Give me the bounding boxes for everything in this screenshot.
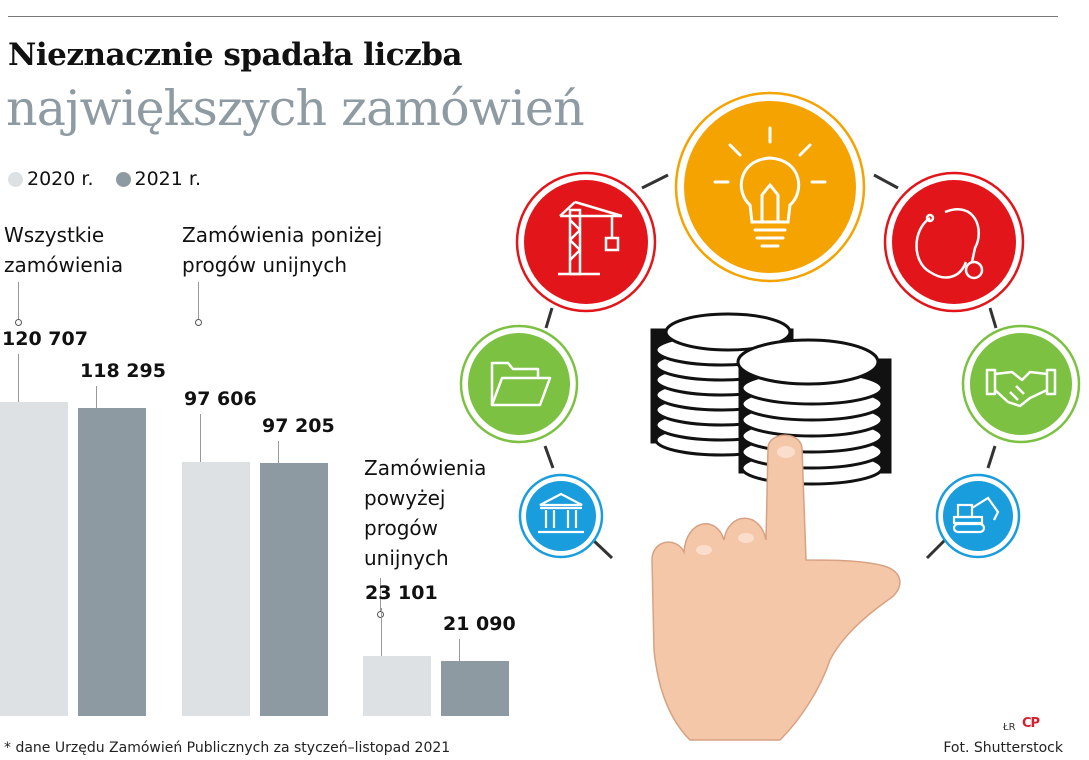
group-label-below-line-2: progów unijnych [182, 253, 348, 277]
legend-item-2020: 2020 r. [8, 168, 94, 190]
value-leader-all-2021 [96, 386, 97, 408]
group-label-above-line-4: unijnych [364, 546, 449, 570]
label-pointer-below [198, 282, 199, 322]
label-pointer-all-dot [15, 319, 22, 326]
legend-swatch-2020 [8, 171, 23, 187]
label-pointer-above-dot [377, 611, 384, 618]
bar-below-2021 [260, 463, 328, 716]
crane-icon [515, 171, 657, 313]
headline-line-1: Nieznacznie spadała liczba [8, 37, 462, 73]
value-leader-above-2021 [459, 639, 460, 661]
group-label-below-line-1: Zamówienia poniżej [182, 223, 383, 247]
legend-label-2020: 2020 r. [27, 168, 94, 190]
coins-stack-icon [650, 312, 892, 486]
legend-item-2021: 2021 r. [115, 168, 202, 190]
top-rule [8, 16, 1058, 17]
value-label-below-2021: 97 205 [262, 415, 335, 437]
group-label-above-line-1: Zamówienia [364, 456, 487, 480]
orbit-connectors [543, 173, 998, 560]
illustration [459, 91, 1081, 741]
bank-building-icon [518, 473, 604, 559]
headline-line-2: największych zamówień [6, 80, 585, 137]
value-leader-all-2020 [18, 354, 19, 402]
group-label-all: Wszystkie zamówienia [4, 220, 123, 280]
value-label-above-2021: 21 090 [443, 613, 516, 635]
group-label-all-line-2: zamówienia [4, 253, 124, 277]
bar-above-2021 [441, 661, 509, 716]
bar-above-2020 [363, 656, 431, 716]
photo-credit: Fot. Shutterstock [943, 740, 1063, 756]
value-label-below-2020: 97 606 [184, 388, 257, 410]
group-label-above-line-2: powyżej [364, 486, 446, 510]
value-leader-below-2020 [200, 414, 201, 462]
legend-label-2021: 2021 r. [134, 168, 202, 190]
label-pointer-below-dot [195, 319, 202, 326]
group-label-above: Zamówienia powyżej progów unijnych [364, 453, 486, 573]
bar-all-2020 [0, 402, 68, 716]
bar-below-2020 [182, 462, 250, 716]
bar-all-2021 [78, 408, 146, 716]
group-label-all-line-1: Wszystkie [4, 223, 105, 247]
group-label-below: Zamówienia poniżej progów unijnych [182, 220, 382, 280]
value-leader-below-2021 [278, 441, 279, 463]
publisher-logo: CP [1022, 716, 1040, 731]
value-label-above-2020: 23 101 [365, 582, 438, 604]
author-initials: ŁR [1003, 722, 1016, 733]
value-leader-above-2020 [381, 608, 382, 656]
footnote: * dane Urzędu Zamówień Publicznych za st… [4, 740, 451, 756]
label-pointer-all [18, 282, 19, 322]
folder-icon [459, 324, 579, 444]
group-label-above-line-3: progów [364, 516, 439, 540]
excavator-icon [935, 473, 1021, 559]
legend: 2020 r. 2021 r. [8, 168, 223, 190]
label-pointer-above [380, 578, 381, 614]
legend-swatch-2021 [115, 171, 131, 187]
lightbulb-icon [674, 91, 866, 283]
handshake-icon [961, 324, 1081, 444]
pointing-hand-icon [651, 434, 901, 741]
stethoscope-icon [883, 171, 1025, 313]
value-label-all-2021: 118 295 [80, 360, 166, 382]
value-label-all-2020: 120 707 [2, 328, 88, 350]
